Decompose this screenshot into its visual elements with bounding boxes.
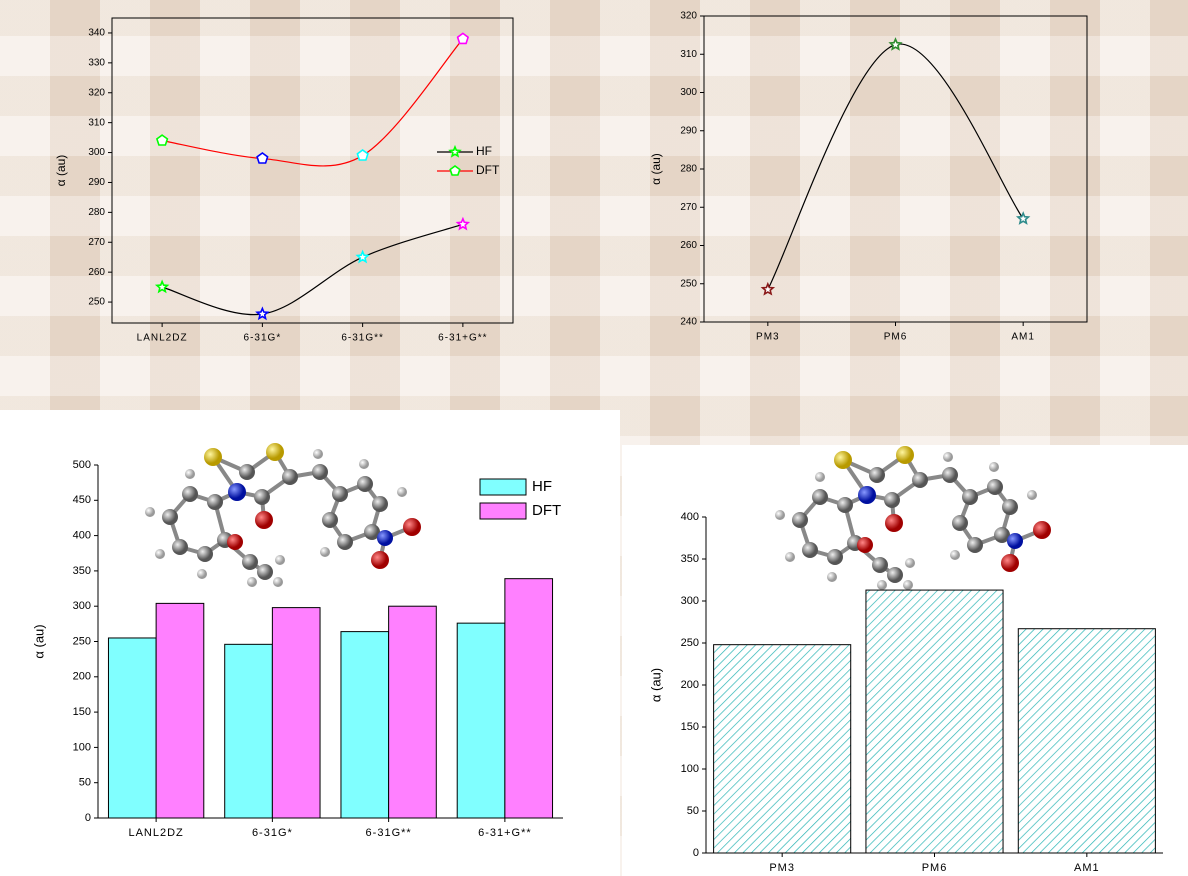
y-tick-label: 260	[680, 240, 697, 251]
x-tick-label: PM6	[884, 332, 908, 343]
y-tick-label: 280	[680, 164, 697, 175]
bar	[505, 579, 553, 818]
bar	[457, 623, 505, 818]
x-tick-label: 6-31G**	[366, 827, 412, 839]
y-tick-label: 350	[681, 553, 699, 565]
y-tick-label: 400	[681, 511, 699, 523]
y-tick-label: 330	[88, 57, 105, 68]
y-axis-label: α (au)	[649, 153, 663, 185]
y-tick-label: 270	[88, 237, 105, 248]
x-tick-label: AM1	[1011, 332, 1035, 343]
y-tick-label: 0	[693, 847, 699, 859]
line	[162, 224, 463, 314]
page: 250 260 270 280 290 300 310 320 330 340 α (au) LANL…	[0, 0, 1188, 876]
y-tick-label: 260	[88, 267, 105, 278]
y-tick-label: 250	[681, 637, 699, 649]
y-tick-label: 500	[73, 459, 91, 471]
bar	[866, 590, 1003, 853]
y-tick-label: 150	[73, 706, 91, 718]
y-tick-label: 400	[73, 530, 91, 542]
x-tick-label: 6-31+G**	[478, 827, 532, 839]
legend-swatch	[480, 479, 526, 495]
y-axis-label: α (au)	[31, 624, 46, 658]
marker	[257, 153, 268, 163]
marker	[357, 150, 368, 160]
legend-label: DFT	[532, 502, 561, 519]
bar	[225, 644, 273, 818]
x-tick-label: PM6	[922, 862, 948, 874]
y-tick-label: 320	[88, 87, 105, 98]
x-tick-label: PM3	[769, 862, 795, 874]
y-tick-label: 280	[88, 207, 105, 218]
y-tick-label: 50	[687, 805, 699, 817]
y-tick-label: 100	[73, 741, 91, 753]
y-tick-label: 150	[681, 721, 699, 733]
y-tick-label: 250	[88, 297, 105, 308]
y-tick-label: 270	[680, 202, 697, 213]
line	[768, 44, 1023, 289]
y-tick-label: 300	[88, 147, 105, 158]
y-tick-label: 320	[680, 11, 697, 22]
legend-label: HF	[476, 144, 492, 158]
y-tick-label: 240	[680, 317, 697, 328]
bar	[272, 608, 320, 818]
legend-marker	[450, 166, 460, 175]
y-tick-label: 290	[680, 125, 697, 136]
marker	[458, 33, 469, 43]
marker	[1018, 213, 1029, 223]
marker	[763, 284, 774, 294]
y-tick-label: 300	[681, 595, 699, 607]
y-tick-label: 310	[88, 117, 105, 128]
bar	[156, 603, 204, 818]
x-tick-label: AM1	[1074, 862, 1100, 874]
plot-frame	[704, 16, 1087, 322]
legend-swatch	[480, 503, 526, 519]
y-axis-label: α (au)	[648, 668, 663, 702]
y-tick-label: 200	[681, 679, 699, 691]
x-tick-label: 6-31G*	[252, 827, 293, 839]
legend-label: DFT	[476, 163, 500, 177]
y-tick-label: 100	[681, 763, 699, 775]
figure: 250 260 270 280 290 300 310 320 330 340 α (au) LANL…	[0, 0, 1188, 876]
x-tick-label: 6-31G*	[244, 333, 282, 344]
bar	[341, 632, 389, 818]
y-tick-label: 250	[680, 278, 697, 289]
y-tick-label: 340	[88, 28, 105, 39]
y-tick-label: 0	[85, 812, 91, 824]
y-tick-label: 350	[73, 565, 91, 577]
legend-label: HF	[532, 478, 552, 495]
y-tick-label: 250	[73, 635, 91, 647]
y-tick-label: 290	[88, 177, 105, 188]
legend-marker	[450, 147, 460, 156]
marker	[357, 252, 368, 262]
y-axis-label: α (au)	[54, 155, 68, 187]
x-tick-label: PM3	[756, 332, 780, 343]
x-tick-label: LANL2DZ	[128, 827, 183, 839]
line	[162, 39, 463, 166]
marker	[257, 309, 268, 319]
y-tick-label: 200	[73, 671, 91, 683]
x-tick-label: 6-31+G**	[438, 333, 487, 344]
marker	[157, 135, 168, 145]
y-tick-label: 300	[73, 600, 91, 612]
bar	[1018, 629, 1155, 853]
bar	[108, 638, 156, 818]
bar	[714, 645, 851, 853]
marker	[458, 219, 469, 229]
x-tick-label: LANL2DZ	[137, 333, 188, 344]
y-tick-label: 300	[680, 87, 697, 98]
marker	[890, 39, 900, 49]
y-tick-label: 310	[680, 49, 697, 60]
y-tick-label: 450	[73, 494, 91, 506]
x-tick-label: 6-31G**	[341, 333, 384, 344]
bar	[389, 606, 437, 818]
marker	[157, 282, 168, 292]
y-tick-label: 50	[79, 777, 91, 789]
